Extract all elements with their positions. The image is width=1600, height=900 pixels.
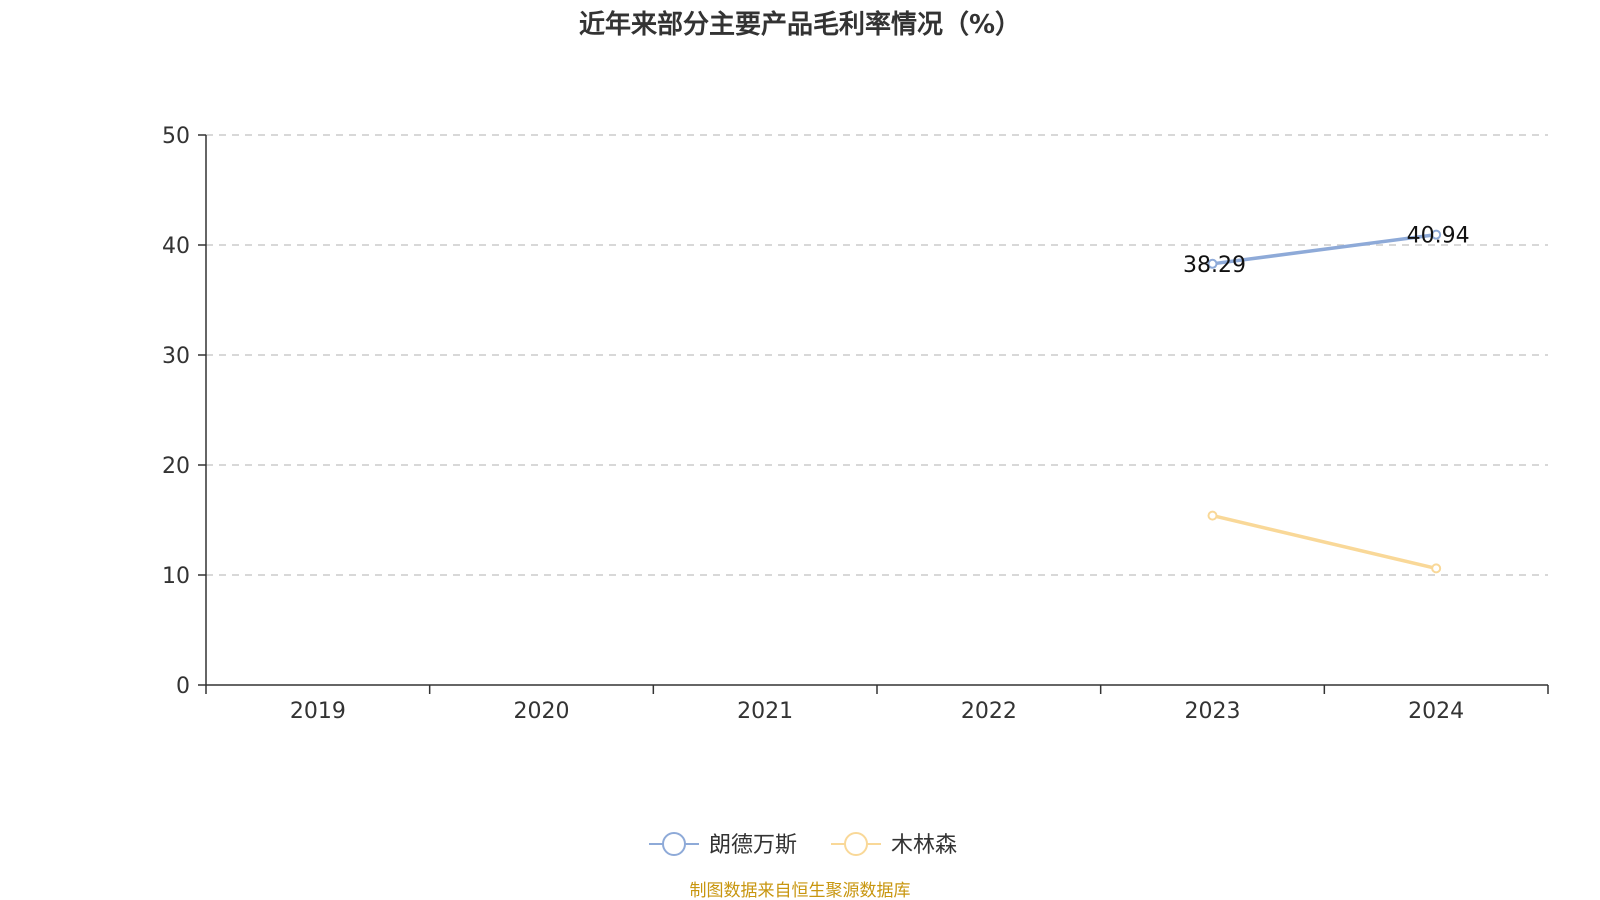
y-tick-label: 50 xyxy=(162,124,190,149)
chart-title: 近年来部分主要产品毛利率情况（%） xyxy=(579,9,1021,40)
legend-item-2[interactable]: 木林森 xyxy=(831,832,957,858)
data-label: 38.29 xyxy=(1183,253,1246,278)
series-lines xyxy=(1207,229,1442,574)
gridlines xyxy=(206,134,1548,576)
data-point[interactable] xyxy=(1431,229,1442,240)
y-tick-label: 40 xyxy=(162,234,190,259)
x-tick-label: 2022 xyxy=(961,699,1017,724)
x-tick-label: 2019 xyxy=(290,699,346,724)
y-tick-label: 0 xyxy=(176,674,190,699)
legend[interactable]: 朗德万斯 木林森 xyxy=(649,832,957,858)
data-labels: 38.29 40.94 xyxy=(1183,224,1470,278)
source-note: 制图数据来自恒生聚源数据库 xyxy=(690,881,911,900)
data-point[interactable] xyxy=(1207,258,1218,269)
x-tick-label: 2020 xyxy=(514,699,570,724)
legend-label: 木林森 xyxy=(891,833,957,858)
y-tick-label: 20 xyxy=(162,454,190,479)
data-point[interactable] xyxy=(1207,510,1218,521)
x-tick-label: 2021 xyxy=(737,699,793,724)
legend-marker xyxy=(844,832,868,856)
y-tick-label: 30 xyxy=(162,344,190,369)
series-line-2 xyxy=(1212,513,1437,571)
y-tick-label: 10 xyxy=(162,564,190,589)
legend-item-1[interactable]: 朗德万斯 xyxy=(649,832,797,858)
axes: 0 10 20 30 40 50 2019 2020 2021 2022 2023 2024 xyxy=(162,124,1549,724)
data-point[interactable] xyxy=(1431,563,1442,574)
series-line-1 xyxy=(1212,232,1437,266)
x-tick-label: 2023 xyxy=(1185,699,1241,724)
data-label: 40.94 xyxy=(1407,224,1470,249)
legend-label: 朗德万斯 xyxy=(709,833,797,858)
legend-marker xyxy=(662,832,686,856)
x-tick-label: 2024 xyxy=(1408,699,1464,724)
